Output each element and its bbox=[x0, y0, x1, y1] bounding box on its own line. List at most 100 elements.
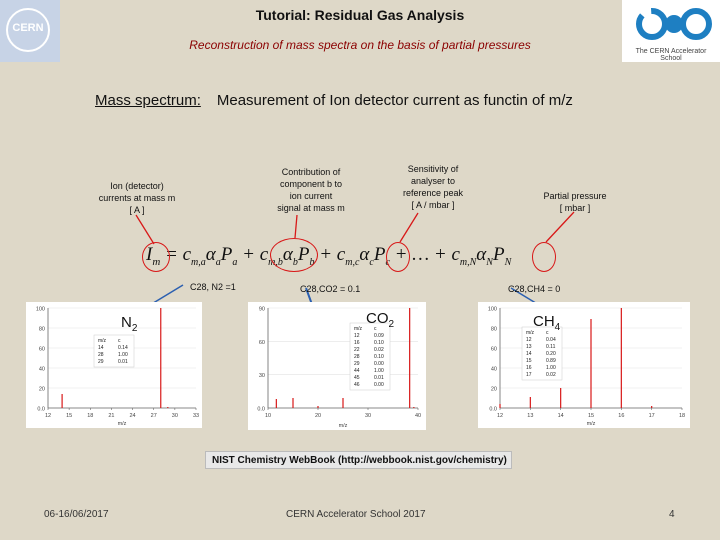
table-header: m/z bbox=[98, 338, 107, 344]
table-cell: 0.20 bbox=[546, 351, 556, 357]
cas-logo-caption: The CERN Accelerator School bbox=[635, 48, 707, 62]
table-header: m/z bbox=[526, 330, 535, 336]
table-cell: 0.89 bbox=[546, 358, 556, 364]
y-tick-label: 20 bbox=[39, 387, 45, 393]
highlight-circle bbox=[386, 242, 410, 272]
table-cell: 0.00 bbox=[374, 382, 384, 388]
annotation-line: analyser to bbox=[410, 176, 456, 186]
table-cell: 28 bbox=[354, 354, 360, 360]
x-tick-label: 13 bbox=[527, 413, 533, 419]
table-cell: 0.10 bbox=[374, 340, 384, 346]
y-tick-label: 100 bbox=[488, 307, 497, 313]
x-tick-label: 17 bbox=[649, 413, 655, 419]
y-tick-label: 80 bbox=[39, 327, 45, 333]
coefficient-ch4: C28,CH4 = 0 bbox=[508, 284, 561, 294]
table-cell: 0.14 bbox=[118, 345, 128, 351]
table-cell: 14 bbox=[98, 345, 104, 351]
x-tick-label: 27 bbox=[151, 413, 157, 419]
y-tick-label: 30 bbox=[259, 373, 265, 379]
annotation-partial-pressure: Partial pressure [ mbar ] bbox=[525, 190, 625, 214]
highlight-circle bbox=[270, 238, 318, 272]
table-cell: 13 bbox=[526, 344, 532, 350]
annotation-line: signal at mass m bbox=[277, 203, 345, 213]
x-tick-label: 15 bbox=[66, 413, 72, 419]
gas-label-co2: CO2 bbox=[366, 310, 395, 330]
x-tick-label: 18 bbox=[87, 413, 93, 419]
table-cell: 0.01 bbox=[118, 359, 128, 365]
table-cell: 29 bbox=[98, 359, 104, 365]
table-cell: 17 bbox=[526, 372, 532, 378]
highlight-circle bbox=[532, 242, 556, 272]
table-cell: 1.00 bbox=[546, 365, 556, 371]
table-header: m/z bbox=[354, 326, 363, 332]
headline-text: Measurement of Ion detector current as f… bbox=[216, 92, 573, 109]
y-tick-label: 0.0 bbox=[489, 407, 497, 413]
table-cell: 12 bbox=[526, 337, 532, 343]
x-tick-label: 40 bbox=[415, 413, 421, 419]
table-header: c bbox=[118, 338, 121, 344]
table-cell: 0.09 bbox=[374, 333, 384, 339]
spectrum-panel-n2: 0.0 20 40 60 80 100 12 15 18 21 24 27 30 33 m/z m/z c 14 0… bbox=[26, 302, 202, 428]
table-cell: 29 bbox=[354, 361, 360, 367]
x-axis-label: m/z bbox=[118, 421, 127, 427]
headline: Mass spectrum: Measurement of Ion detecto… bbox=[95, 92, 573, 109]
table-cell: 1.00 bbox=[118, 352, 128, 358]
cas-logo: The CERN Accelerator School bbox=[622, 0, 720, 62]
annotation-line: [ mbar ] bbox=[559, 203, 591, 213]
coefficient-n2: C28, N2 =1 bbox=[190, 282, 236, 292]
annotation-contribution: Contribution of component b to ion curre… bbox=[256, 166, 366, 214]
coefficient-co2: C28,CO2 = 0.1 bbox=[300, 284, 361, 294]
headline-label: Mass spectrum: bbox=[95, 92, 201, 109]
y-tick-label: 40 bbox=[491, 367, 497, 373]
table-cell: 0.02 bbox=[546, 372, 556, 378]
y-tick-label: 100 bbox=[36, 307, 45, 313]
x-tick-label: 12 bbox=[45, 413, 51, 419]
spectrum-panel-co2: 0.0 30 60 90 10 20 30 40 m/z m/z c 12 0.09 16 0.10 22 0.… bbox=[248, 302, 426, 430]
x-tick-label: 30 bbox=[365, 413, 371, 419]
annotation-line: reference peak bbox=[402, 188, 464, 198]
table-cell: 15 bbox=[526, 358, 532, 364]
table-cell: 0.04 bbox=[546, 337, 556, 343]
y-tick-label: 0.0 bbox=[257, 407, 265, 413]
x-tick-label: 18 bbox=[679, 413, 685, 419]
x-tick-label: 30 bbox=[172, 413, 178, 419]
x-axis-label: m/z bbox=[339, 423, 348, 429]
spectrum-panel-ch4: 0.0 20 40 60 80 100 12 13 14 15 16 17 18 m/z m/z c 12 0.0… bbox=[478, 302, 690, 428]
y-tick-label: 60 bbox=[259, 340, 265, 346]
x-tick-label: 20 bbox=[315, 413, 321, 419]
x-tick-label: 15 bbox=[588, 413, 594, 419]
data-table bbox=[349, 322, 391, 391]
x-tick-label: 14 bbox=[558, 413, 564, 419]
x-tick-label: 21 bbox=[108, 413, 114, 419]
annotation-sensitivity: Sensitivity of analyser to reference pea… bbox=[383, 163, 483, 211]
table-cell: 44 bbox=[354, 368, 360, 374]
annotation-line: currents at mass m bbox=[98, 193, 176, 203]
table-cell: 0.11 bbox=[546, 344, 556, 350]
y-tick-label: 20 bbox=[491, 387, 497, 393]
spectrum-chart-n2: 0.0 20 40 60 80 100 12 15 18 21 24 27 30 33 m/z m/z c 14 0… bbox=[36, 307, 199, 428]
y-tick-label: 60 bbox=[491, 347, 497, 353]
slide-subtitle: Reconstruction of mass spectra on the ba… bbox=[189, 38, 531, 52]
gas-label-n2: N2 bbox=[121, 314, 138, 334]
table-cell: 16 bbox=[526, 365, 532, 371]
nist-banner: NIST Chemistry WebBook (http://webbook.n… bbox=[205, 451, 512, 469]
slide-title: Tutorial: Residual Gas Analysis bbox=[255, 7, 465, 23]
spectrum-chart-co2: 0.0 30 60 90 10 20 30 40 m/z m/z c 12 0.09 16 0.10 22 0.… bbox=[257, 307, 421, 430]
y-tick-label: 40 bbox=[39, 367, 45, 373]
y-tick-label: 80 bbox=[491, 327, 497, 333]
annotation-line: Ion (detector) bbox=[110, 181, 164, 191]
x-axis-label: m/z bbox=[587, 421, 596, 427]
annotation-line: Partial pressure bbox=[543, 191, 607, 201]
cas-logo-graphic bbox=[636, 8, 712, 40]
y-tick-label: 60 bbox=[39, 347, 45, 353]
table-cell: 1.00 bbox=[374, 368, 384, 374]
table-cell: 0.10 bbox=[374, 354, 384, 360]
table-cell: 0.00 bbox=[374, 361, 384, 367]
data-table bbox=[93, 334, 135, 368]
cern-logo: CERN bbox=[0, 0, 60, 62]
cern-logo-text: CERN bbox=[12, 22, 44, 34]
slide-header bbox=[0, 0, 720, 62]
table-header: c bbox=[546, 330, 549, 336]
gas-label-ch4: CH4 bbox=[533, 313, 561, 333]
